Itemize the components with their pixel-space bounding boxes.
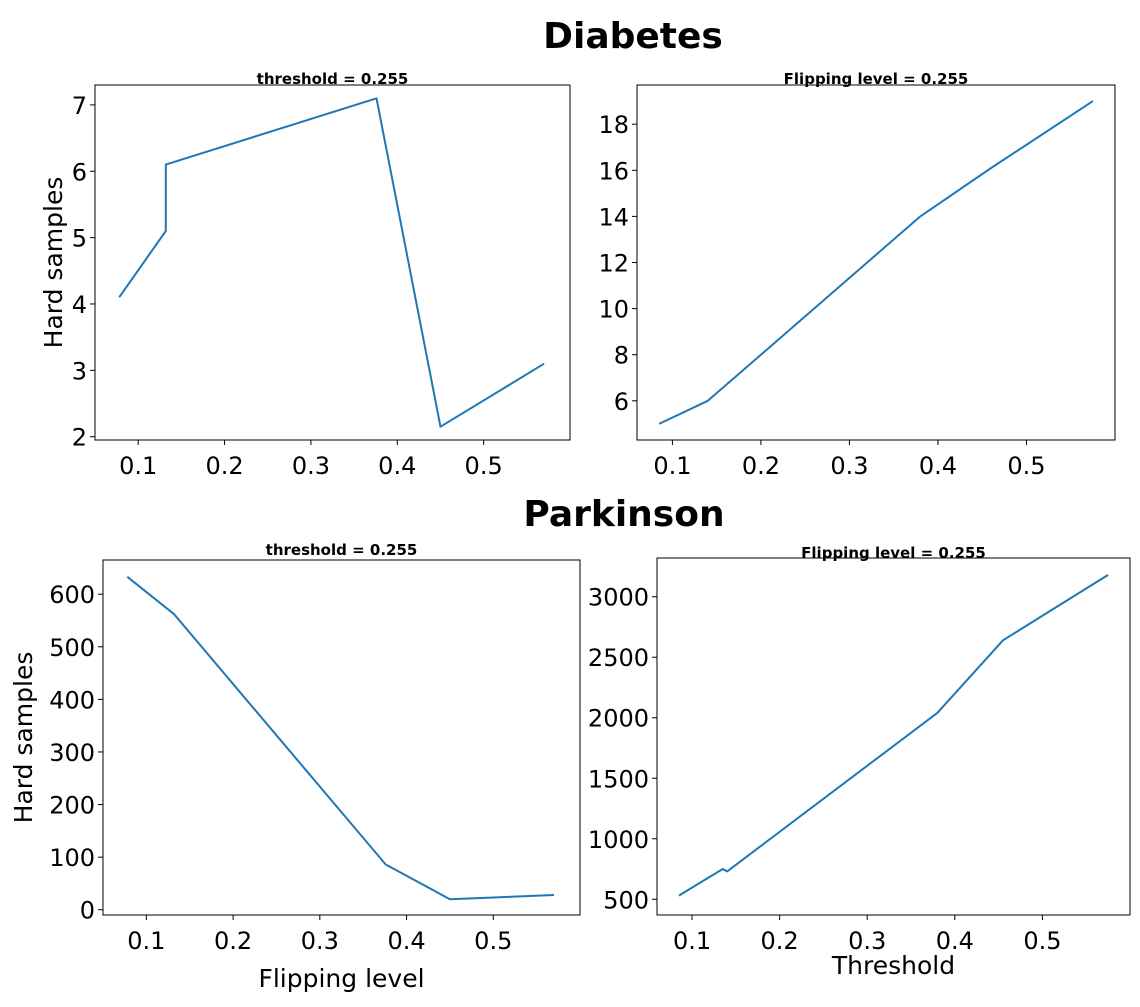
x-tick-label: 0.1	[673, 927, 711, 955]
y-tick-label: 500	[49, 634, 95, 662]
x-tick-label: 0.5	[474, 927, 512, 955]
y-axis-label: Hard samples	[39, 177, 68, 349]
x-axis-label: Threshold	[831, 951, 955, 980]
x-axis-label: Flipping level	[258, 964, 424, 993]
y-tick-label: 200	[49, 792, 95, 820]
chart-panel-2: Flipping level = 0.255 0.1 0.2 0.3 0.4 0.5 6 8 1…	[598, 70, 1116, 480]
x-tick-label: 0.4	[936, 927, 974, 955]
x-tick-label: 0.4	[919, 452, 957, 480]
plot-frame	[102, 559, 581, 916]
y-tick-label: 6	[614, 388, 629, 416]
x-tick-label: 0.1	[119, 452, 157, 480]
y-tick-label: 5	[72, 225, 87, 253]
panel-title: Flipping level = 0.255	[801, 544, 986, 562]
x-tick-label: 0.1	[127, 927, 165, 955]
x-tick-label: 0.3	[292, 452, 330, 480]
x-tick-label: 0.3	[848, 927, 886, 955]
y-tick-label: 100	[49, 844, 95, 872]
x-tick-label: 0.1	[653, 452, 691, 480]
chart-panel-1: threshold = 0.255 0.1 0.2 0.3 0.4 0.5 2 3 4 5 6 7 Ha…	[39, 70, 571, 480]
y-tick-label: 4	[72, 291, 87, 319]
data-line	[118, 97, 545, 428]
y-tick-label: 3	[72, 357, 87, 385]
panel-title: threshold = 0.255	[266, 541, 418, 559]
y-tick-label: 7	[72, 92, 87, 120]
x-tick-label: 0.2	[205, 452, 243, 480]
data-line	[126, 576, 555, 901]
y-tick-label: 8	[614, 342, 629, 370]
x-tick-label: 0.3	[301, 927, 339, 955]
plot-frame	[94, 84, 571, 441]
y-tick-label: 16	[598, 157, 629, 185]
plot-frame	[656, 557, 1131, 916]
y-tick-label: 10	[598, 296, 629, 324]
x-tick-label: 0.2	[214, 927, 252, 955]
x-tick-label: 0.3	[830, 452, 868, 480]
y-tick-label: 1500	[588, 765, 649, 793]
y-tick-label: 14	[598, 203, 629, 231]
chart-panel-3: threshold = 0.255 0.1 0.2 0.3 0.4 0.5 0 100 200 3…	[9, 541, 581, 993]
y-tick-label: 18	[598, 111, 629, 139]
parkinson-group-title: Parkinson	[523, 494, 724, 535]
panel-title: Flipping level = 0.255	[784, 70, 969, 88]
y-tick-label: 500	[603, 886, 649, 914]
y-tick-label: 400	[49, 686, 95, 714]
y-tick-label: 2	[72, 424, 87, 452]
data-line	[658, 100, 1094, 425]
y-tick-label: 6	[72, 158, 87, 186]
y-tick-label: 0	[80, 897, 95, 925]
x-tick-label: 0.5	[1023, 927, 1061, 955]
y-tick-label: 2000	[588, 705, 649, 733]
y-tick-label: 600	[49, 581, 95, 609]
x-tick-label: 0.2	[761, 927, 799, 955]
y-tick-label: 3000	[588, 584, 649, 612]
y-tick-label: 12	[598, 250, 629, 278]
y-axis-label: Hard samples	[9, 652, 38, 824]
data-line	[678, 574, 1109, 897]
panel-title: threshold = 0.255	[257, 70, 409, 88]
chart-panels: threshold = 0.255 0.1 0.2 0.3 0.4 0.5 2 3 4 5 6 7 Ha…	[9, 70, 1131, 993]
y-tick-label: 300	[49, 739, 95, 767]
y-tick-label: 1000	[588, 826, 649, 854]
plot-frame	[636, 84, 1116, 441]
x-tick-label: 0.2	[742, 452, 780, 480]
diabetes-group-title: Diabetes	[543, 16, 723, 57]
x-tick-label: 0.4	[378, 452, 416, 480]
x-tick-label: 0.5	[465, 452, 503, 480]
x-tick-label: 0.4	[387, 927, 425, 955]
x-tick-label: 0.5	[1007, 452, 1045, 480]
chart-panel-4: Flipping level = 0.255 0.1 0.2 0.3 0.4 0.5 500…	[588, 544, 1131, 980]
y-tick-label: 2500	[588, 644, 649, 672]
